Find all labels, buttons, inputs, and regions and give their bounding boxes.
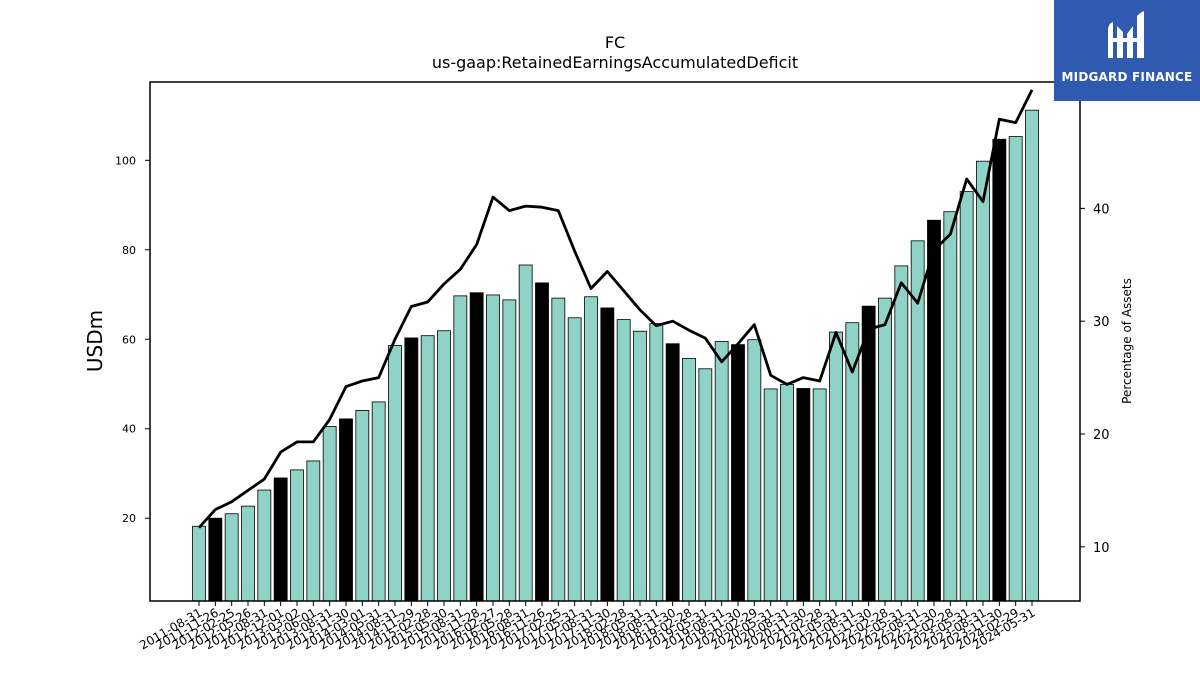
bar-2016-05-28 (502, 299, 517, 602)
bar-2018-11-30 (665, 343, 680, 602)
bar-2022-05-31 (894, 265, 909, 602)
bar-2017-05-31 (567, 317, 582, 602)
bar-2019-05-31 (698, 368, 713, 602)
midgard-logo-icon (1108, 11, 1144, 58)
bar-2014-08-31 (388, 345, 402, 602)
axes: 2040608010010203040502011-08-312011-11-2… (115, 90, 1110, 653)
plot-frame (149, 81, 1081, 602)
bar-2023-08-31 (976, 160, 990, 602)
bar-2013-03-02 (290, 469, 304, 602)
bar-2023-11-30 (992, 138, 1007, 602)
y2-tick-label: 40 (1093, 202, 1110, 217)
bar-2014-05-31 (371, 401, 386, 602)
y-tick-label: 60 (122, 333, 136, 346)
bar-2011-11-26 (208, 517, 223, 602)
chart-title: FC (605, 33, 625, 52)
y-tick-label: 100 (115, 154, 136, 167)
bar-2024-05-31 (1025, 109, 1039, 602)
bar-2017-08-31 (584, 296, 598, 602)
bar-2022-08-31 (910, 240, 925, 602)
bar-2013-08-31 (322, 426, 337, 602)
bar-2022-11-30 (927, 219, 941, 602)
bar-2016-02-27 (486, 294, 500, 602)
bar-2020-08-31 (780, 384, 794, 602)
bar-2022-02-28 (878, 297, 892, 602)
bar-2017-11-30 (600, 307, 615, 602)
bar-2021-02-28 (812, 388, 827, 602)
bar-2017-02-25 (551, 297, 566, 602)
bar-2012-12-01 (273, 477, 288, 602)
y-tick-label: 40 (122, 423, 136, 436)
y2-tick-label: 30 (1093, 315, 1110, 330)
bar-2021-05-31 (829, 331, 843, 602)
bar-2012-05-26 (241, 505, 255, 602)
y2-tick-label: 20 (1093, 428, 1110, 443)
bar-2013-06-01 (306, 460, 321, 602)
y-tick-label: 20 (122, 512, 136, 525)
bar-2019-11-30 (731, 344, 745, 602)
bar-2015-02-28 (420, 335, 435, 602)
bar-2024-02-29 (1008, 136, 1023, 602)
y-tick-label: 80 (122, 244, 136, 257)
bar-2016-08-31 (518, 264, 533, 602)
y2-tick-label: 10 (1093, 541, 1110, 556)
bar-2018-08-31 (649, 323, 664, 602)
bar-2014-11-29 (404, 337, 419, 602)
bar-2015-05-30 (437, 330, 451, 602)
bar-2020-11-30 (796, 388, 811, 602)
bar-2021-11-30 (861, 305, 876, 602)
bar-series (192, 109, 1039, 602)
bar-2020-02-29 (747, 339, 762, 602)
bar-2023-02-28 (943, 211, 958, 602)
y-axis-label: USDm (83, 310, 107, 372)
bar-2018-02-28 (616, 319, 631, 602)
bar-2018-05-31 (633, 330, 647, 602)
midgard-finance-logo: MIDGARD FINANCE (1054, 0, 1200, 101)
bar-2014-03-01 (355, 410, 370, 602)
logo-text: MIDGARD FINANCE (1061, 70, 1193, 84)
bar-2019-08-31 (714, 341, 729, 602)
percentage-of-assets-line (197, 89, 1034, 529)
bar-2015-11-28 (469, 292, 484, 602)
bar-2011-08-31 (192, 525, 206, 602)
bar-2013-11-30 (339, 418, 353, 602)
line-series (197, 89, 1034, 529)
chart-subtitle: us-gaap:RetainedEarningsAccumulatedDefic… (432, 53, 798, 72)
bar-2019-02-28 (682, 358, 696, 602)
bar-2012-02-25 (224, 513, 239, 602)
bar-2015-08-31 (453, 295, 468, 602)
bar-2016-11-26 (535, 282, 549, 602)
bar-2020-05-31 (763, 388, 778, 602)
bar-2023-05-31 (959, 191, 974, 602)
y2-axis-label: Percentage of Assets (1120, 278, 1134, 404)
bar-2012-08-31 (257, 489, 272, 602)
